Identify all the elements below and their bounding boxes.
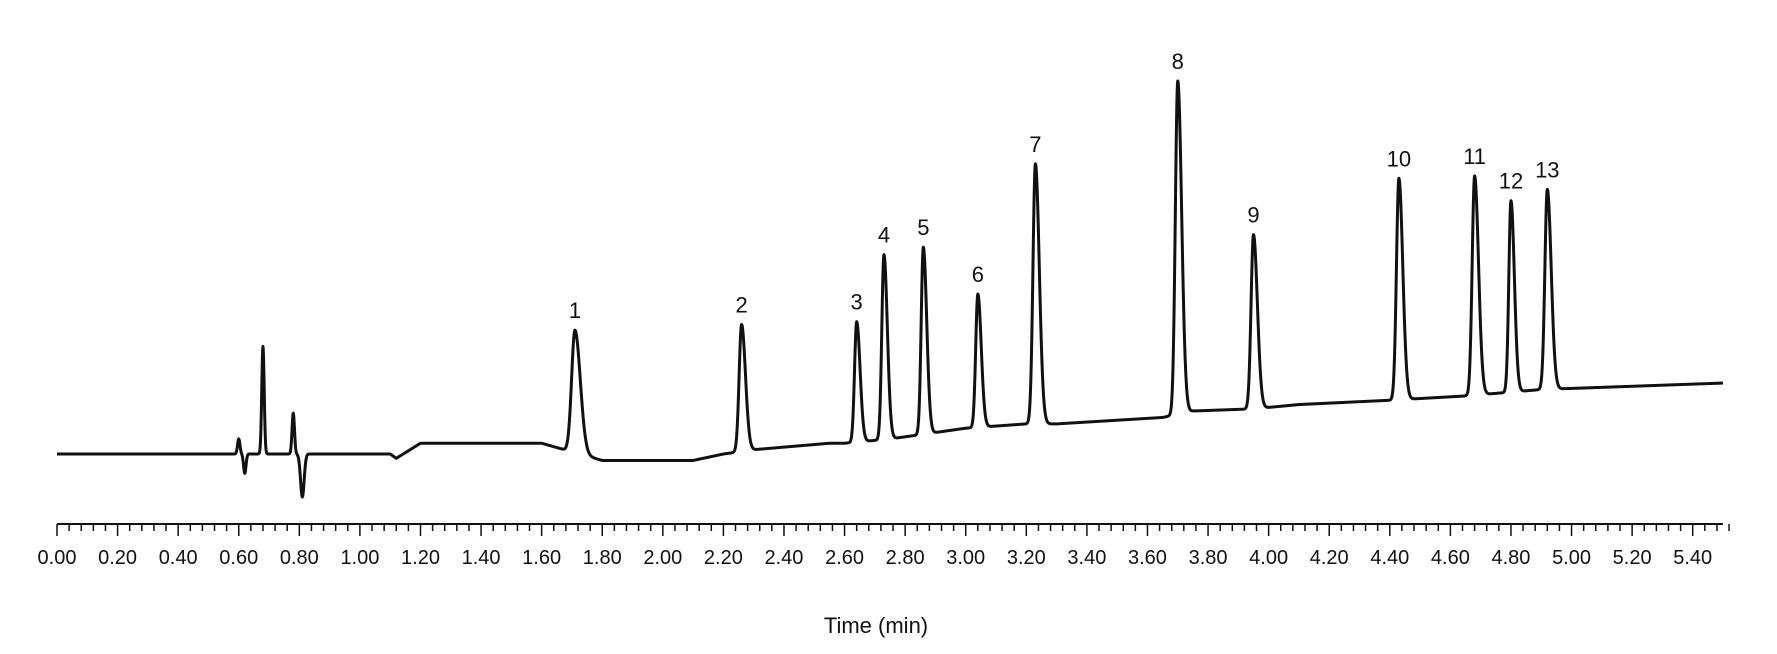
peak-label-9: 9 [1247, 203, 1259, 228]
x-tick-label: 5.20 [1613, 547, 1652, 569]
peak-label-6: 6 [972, 262, 984, 287]
x-tick-label: 1.60 [522, 547, 561, 569]
x-tick-label: 2.20 [704, 547, 743, 569]
x-tick-label: 3.60 [1128, 547, 1167, 569]
x-tick-label: 2.00 [643, 547, 682, 569]
x-tick-label: 4.80 [1491, 547, 1530, 569]
x-axis-ticks: 0.00 0.20 0.40 0.60 0.80 1.00 1.20 1.40 1.60 1.80… [38, 524, 1730, 569]
x-tick-label: 4.40 [1370, 547, 1409, 569]
x-tick-label: 5.40 [1673, 547, 1712, 569]
x-tick-label: 1.40 [462, 547, 501, 569]
x-tick-label: 0.60 [219, 547, 258, 569]
x-tick-label: 1.80 [583, 547, 622, 569]
x-tick-label: 3.80 [1189, 547, 1228, 569]
x-tick-label: 3.00 [946, 547, 985, 569]
peak-label-7: 7 [1029, 132, 1041, 157]
peak-label-5: 5 [917, 215, 929, 240]
x-axis-title: Time (min) [824, 613, 928, 638]
x-tick-label: 2.40 [765, 547, 804, 569]
peak-label-2: 2 [735, 293, 747, 318]
x-tick-label: 4.20 [1310, 547, 1349, 569]
peak-label-11: 11 [1463, 144, 1486, 169]
x-tick-label: 4.00 [1249, 547, 1288, 569]
peak-label-3: 3 [851, 290, 863, 315]
x-tick-label: 5.00 [1552, 547, 1591, 569]
x-tick-label: 3.20 [1007, 547, 1046, 569]
x-tick-label: 3.40 [1067, 547, 1106, 569]
x-tick-label: 0.40 [159, 547, 198, 569]
peak-label-13: 13 [1535, 157, 1559, 182]
peak-label-10: 10 [1387, 146, 1411, 171]
x-tick-label: 4.60 [1431, 547, 1470, 569]
x-tick-label: 0.00 [38, 547, 77, 569]
peak-label-12: 12 [1499, 169, 1523, 194]
x-tick-label: 1.00 [340, 547, 379, 569]
peak-label-4: 4 [878, 223, 890, 248]
x-tick-label: 0.20 [98, 547, 137, 569]
x-tick-label: 1.20 [401, 547, 440, 569]
x-tick-label: 0.80 [280, 547, 319, 569]
x-tick-label: 2.80 [886, 547, 925, 569]
peak-label-1: 1 [569, 298, 581, 323]
peak-label-8: 8 [1172, 49, 1184, 74]
x-tick-label: 2.60 [825, 547, 864, 569]
signal-trace [55, 79, 1725, 499]
